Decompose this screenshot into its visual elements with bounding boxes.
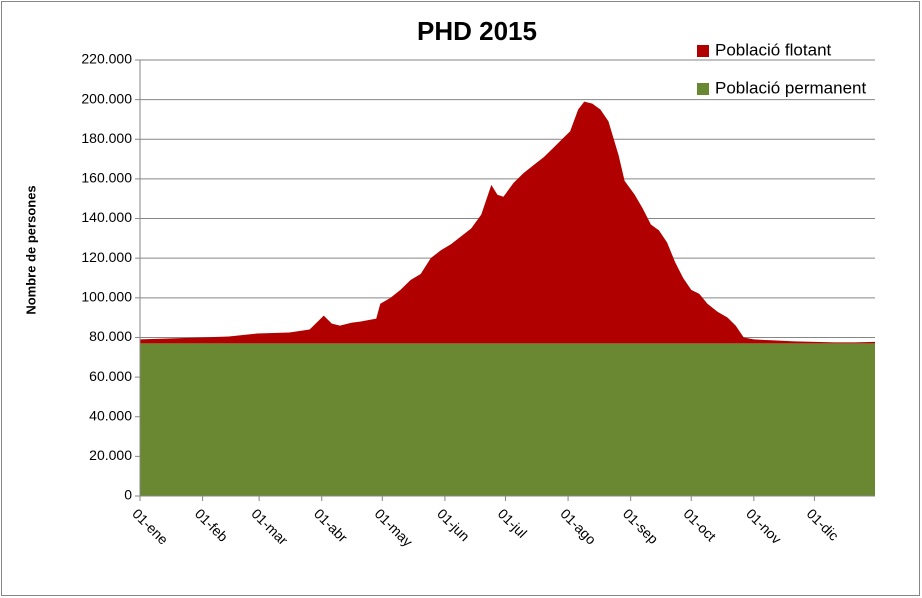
y-tick-label: 20.000 [89,447,132,463]
legend-swatch [697,45,709,57]
legend-swatch [697,83,709,95]
y-tick-label: 220.000 [81,51,132,67]
y-tick-label: 140.000 [81,209,132,225]
y-tick-label: 180.000 [81,130,132,146]
y-tick-label: 80.000 [89,328,132,344]
y-tick-label: 200.000 [81,90,132,106]
area [140,343,875,496]
y-tick-label: 40.000 [89,407,132,423]
y-axis-label: Nombre de persones [23,185,38,314]
y-tick-label: 120.000 [81,249,132,265]
legend-label: Població permanent [715,78,866,97]
y-tick-label: 0 [124,487,132,503]
y-tick-label: 100.000 [81,289,132,305]
area [140,101,875,344]
y-tick-label: 160.000 [81,170,132,186]
legend-label: Població flotant [715,40,832,59]
y-tick-label: 60.000 [89,368,132,384]
chart-title: PHD 2015 [417,16,537,46]
